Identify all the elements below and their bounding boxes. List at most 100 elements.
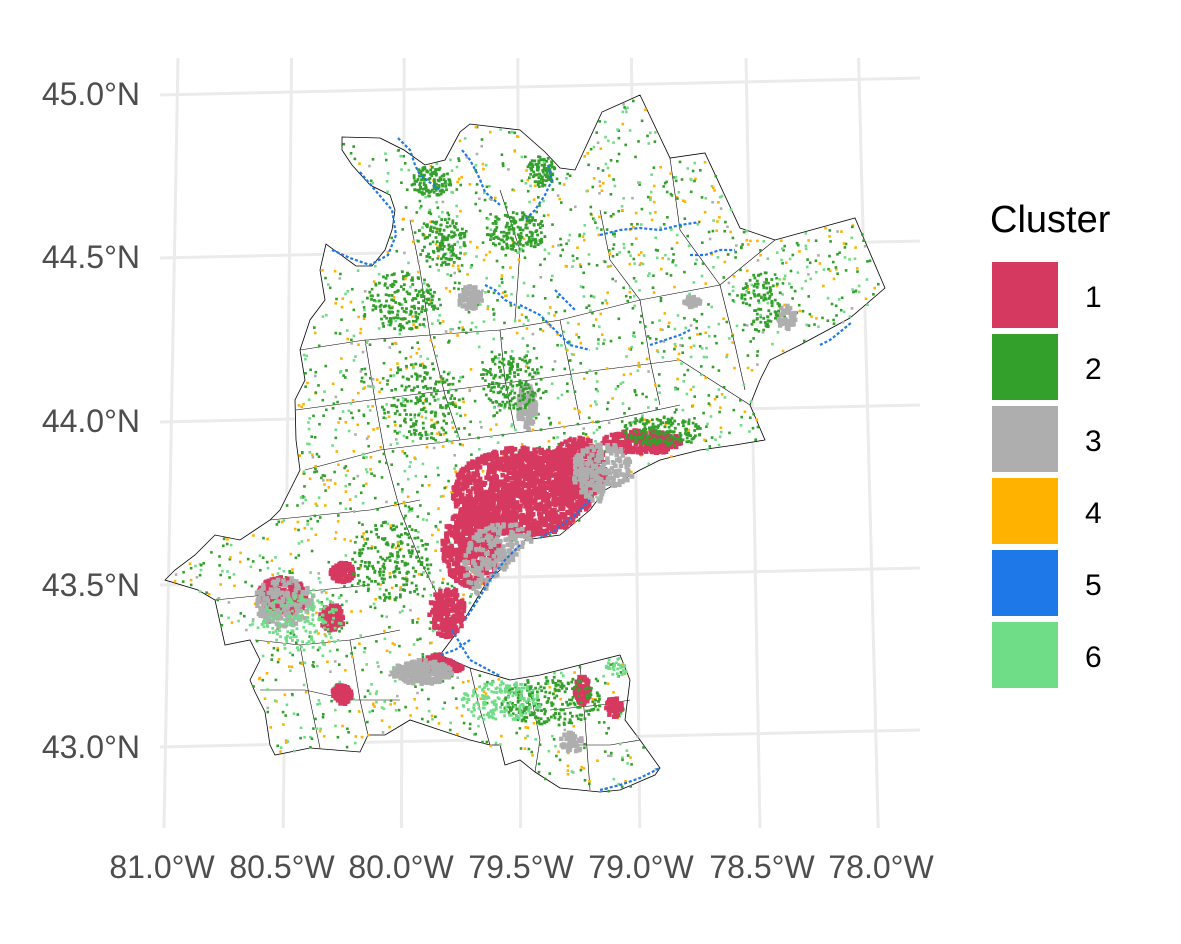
cluster-cell [448,224,452,228]
cluster-cell [366,720,369,724]
cluster-cell [639,261,643,265]
cluster-cell [713,189,716,192]
cluster-cell [436,631,441,636]
cluster-cell [459,611,465,616]
cluster-cell [323,390,326,393]
cluster-cell [431,717,434,721]
cluster-cell [766,301,770,305]
cluster-cell [344,554,348,557]
cluster-cell [557,455,563,460]
cluster-cell [295,641,298,644]
cluster-cell [653,140,657,143]
cluster-cell [472,733,476,736]
cluster-cell [195,576,199,579]
cluster-cell [723,229,726,233]
cluster-cell [593,218,596,222]
cluster-cell [631,196,634,200]
cluster-cell [450,441,454,445]
cluster-cell [410,507,414,510]
cluster-cell [649,190,653,194]
cluster-cell [390,273,394,277]
cluster-cell [531,294,535,298]
cluster-cell [682,380,685,383]
cluster-cell [311,453,314,457]
cluster-cell [376,508,379,511]
cluster-cell [501,291,505,294]
cluster-cell [583,238,586,242]
cluster-cell [717,201,720,204]
cluster-cell [407,505,411,509]
cluster-cell [595,420,598,424]
cluster-cell [321,269,324,272]
cluster-cell [518,247,522,251]
cluster-cell [318,516,322,519]
cluster-cell [526,726,530,729]
cluster-cell [824,226,827,230]
cluster-cell [485,276,488,280]
cluster-cell [421,717,424,721]
cluster-cell [598,184,602,188]
cluster-cell [651,286,655,289]
cluster-cell [345,369,348,372]
cluster-cell [474,191,478,195]
cluster-cell [523,747,527,750]
cluster-cell [331,382,335,386]
cluster-cell [594,440,597,443]
cluster-cell [547,749,551,753]
cluster-cell [598,426,601,429]
cluster-cell [548,481,554,486]
cluster-cell [456,533,462,538]
cluster-cell [491,463,497,468]
cluster-cell [507,496,512,501]
cluster-cell [299,661,302,665]
cluster-cell [315,727,319,730]
cluster-cell [353,646,357,650]
cluster-cell [629,785,632,788]
cluster-cell [712,266,715,269]
cluster-cell [560,344,563,347]
cluster-cell [850,236,854,240]
cluster-cell [582,427,585,430]
cluster-cell [402,277,405,281]
cluster-cell [420,688,424,692]
cluster-cell [719,430,723,434]
cluster-cell [338,663,341,666]
cluster-cell [397,148,400,152]
cluster-cell [739,424,743,427]
cluster-cell [659,226,662,229]
cluster-cell [416,545,420,549]
cluster-cell [547,416,551,420]
cluster-cell [252,534,255,537]
cluster-cell [310,435,313,438]
cluster-cell [248,623,252,627]
cluster-cell [413,413,417,417]
cluster-cell [739,399,742,402]
cluster-cell [692,344,696,347]
cluster-cell [472,552,477,557]
cluster-cell [579,362,582,365]
cluster-cell [244,580,247,584]
cluster-cell [630,223,633,226]
cluster-cell [398,332,401,336]
cluster-cell [352,477,356,480]
cluster-cell [289,552,293,556]
cluster-cell [336,648,339,652]
cluster-cell [417,270,420,274]
cluster-cell [383,629,386,633]
cluster-cell [689,324,693,327]
cluster-cell [441,200,445,204]
cluster-cell [474,491,479,496]
cluster-cell [569,502,575,507]
cluster-cell [677,423,680,426]
cluster-cell [448,371,451,374]
cluster-cell [551,274,554,278]
cluster-cell [349,300,353,304]
cluster-cell [582,432,585,435]
cluster-cell [731,289,735,293]
cluster-cell [694,262,697,266]
cluster-cell [511,388,514,392]
cluster-cell [517,478,522,483]
cluster-cell [457,599,463,604]
cluster-cell [389,443,393,446]
cluster-cell [416,617,420,621]
